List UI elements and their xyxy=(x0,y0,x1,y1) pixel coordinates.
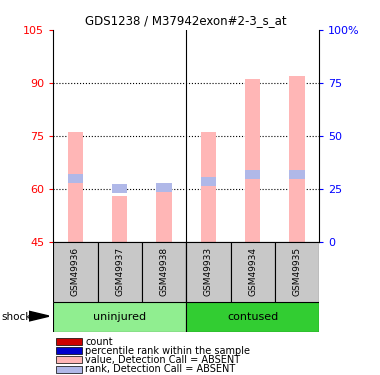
Bar xyxy=(56,366,82,373)
Text: contused: contused xyxy=(227,312,278,322)
Text: count: count xyxy=(85,337,113,347)
Bar xyxy=(56,356,82,363)
Text: uninjured: uninjured xyxy=(93,312,146,322)
Bar xyxy=(156,183,172,192)
Text: shock: shock xyxy=(2,312,32,322)
Text: rank, Detection Call = ABSENT: rank, Detection Call = ABSENT xyxy=(85,364,235,374)
Bar xyxy=(156,187,172,242)
Bar xyxy=(275,242,319,302)
Text: value, Detection Call = ABSENT: value, Detection Call = ABSENT xyxy=(85,355,240,364)
Bar xyxy=(245,80,260,242)
Bar xyxy=(289,170,305,179)
Bar xyxy=(201,177,216,186)
Bar xyxy=(245,170,260,179)
Bar xyxy=(68,132,83,242)
Text: GSM49935: GSM49935 xyxy=(293,248,302,296)
Bar xyxy=(186,302,319,332)
Bar xyxy=(231,242,275,302)
Polygon shape xyxy=(28,311,49,321)
Title: GDS1238 / M37942exon#2-3_s_at: GDS1238 / M37942exon#2-3_s_at xyxy=(86,15,287,27)
Bar xyxy=(201,132,216,242)
Bar xyxy=(289,76,305,242)
Bar xyxy=(112,196,127,242)
Bar xyxy=(56,338,82,345)
Bar xyxy=(53,302,186,332)
Bar xyxy=(53,242,98,302)
Bar xyxy=(56,347,82,354)
Text: percentile rank within the sample: percentile rank within the sample xyxy=(85,346,250,356)
Text: GSM49938: GSM49938 xyxy=(160,248,169,296)
Text: GSM49934: GSM49934 xyxy=(248,248,257,296)
Bar xyxy=(68,174,83,183)
Text: GSM49933: GSM49933 xyxy=(204,248,213,296)
Bar xyxy=(98,242,142,302)
Text: GSM49937: GSM49937 xyxy=(115,248,124,296)
Text: GSM49936: GSM49936 xyxy=(71,248,80,296)
Bar xyxy=(112,184,127,194)
Bar xyxy=(186,242,231,302)
Bar xyxy=(142,242,186,302)
